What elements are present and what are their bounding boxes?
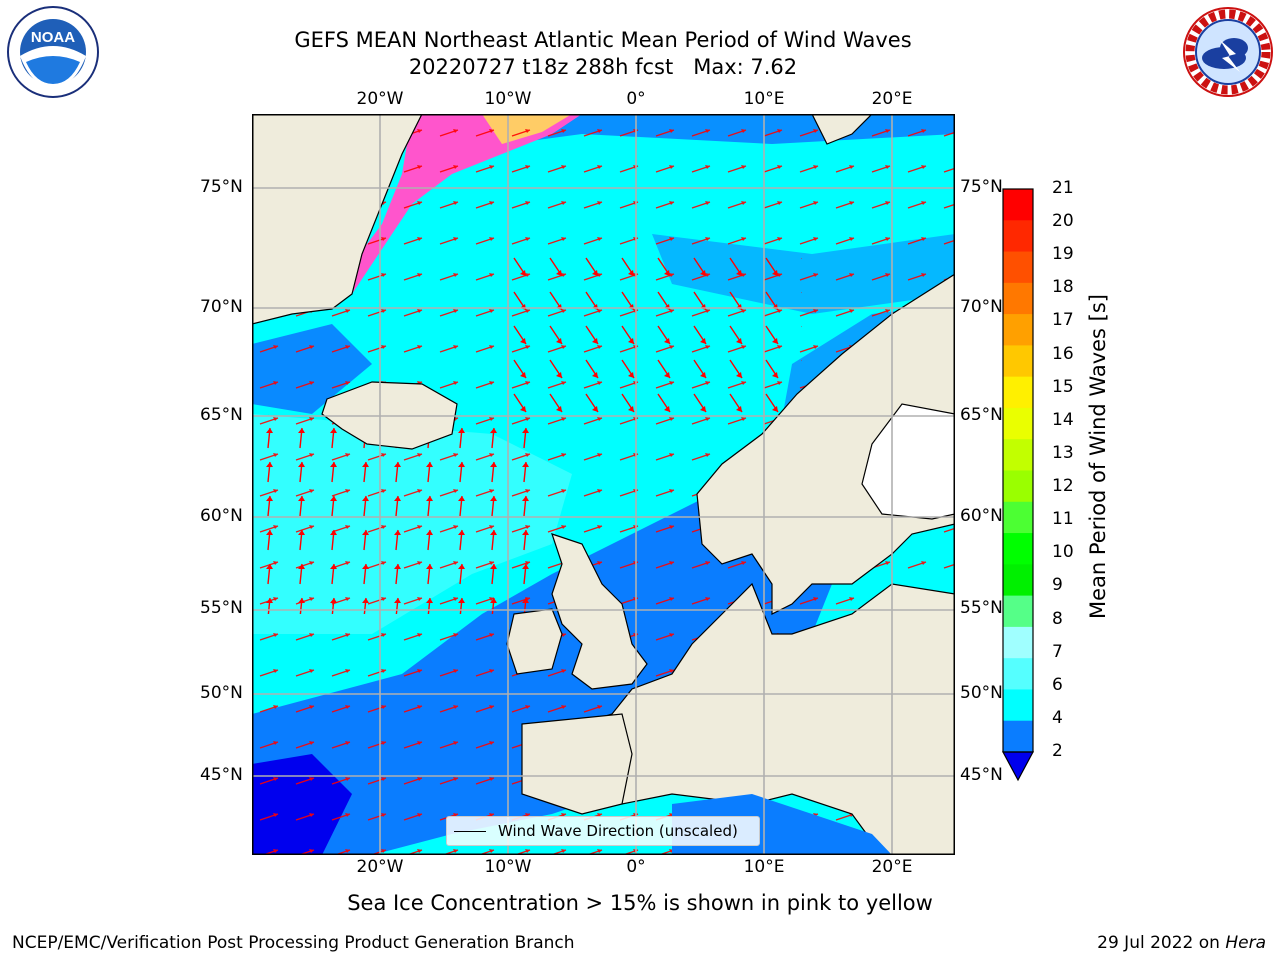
map-title-line1: GEFS MEAN Northeast Atlantic Mean Period…	[294, 28, 912, 52]
colorbar-segment	[1003, 595, 1033, 628]
footer-date: 29 Jul 2022 on Hera	[1097, 933, 1266, 953]
legend-line-swatch	[454, 830, 486, 832]
land-svalbard	[811, 114, 873, 145]
lon-tick-top: 10°W	[484, 89, 532, 109]
lat-tick-right: 70°N	[960, 297, 1003, 317]
colorbar-tick-label: 19	[1052, 244, 1074, 265]
land-continental-europe	[581, 582, 955, 855]
graticule	[252, 114, 955, 855]
map-legend: Wind Wave Direction (unscaled)	[446, 816, 760, 846]
lon-tick-bottom: 20°E	[871, 857, 913, 877]
footer-date-text: 29 Jul 2022 on	[1097, 933, 1226, 953]
lat-tick-right: 45°N	[960, 765, 1003, 785]
colorbar-tick-label: 7	[1052, 641, 1063, 662]
colorbar-tick-label: 11	[1052, 509, 1074, 530]
lat-tick-right: 60°N	[960, 506, 1003, 526]
colorbar-segment	[1003, 314, 1033, 346]
nws-logo-icon	[1183, 7, 1273, 97]
lon-tick-bottom: 0°	[626, 857, 646, 877]
colorbar-segment	[1003, 345, 1033, 378]
lat-tick-left: 55°N	[200, 598, 243, 618]
noaa-logo-icon: NOAA	[7, 6, 99, 98]
lat-tick-right: 65°N	[960, 405, 1003, 425]
colorbar-segment	[1003, 564, 1033, 597]
lat-tick-right: 50°N	[960, 683, 1003, 703]
colorbar-tick-label: 12	[1052, 476, 1074, 497]
colorbar-tick-label: 16	[1052, 343, 1074, 364]
lat-tick-right: 75°N	[960, 177, 1003, 197]
sea-ice-note: Sea Ice Concentration > 15% is shown in …	[347, 891, 933, 915]
colorbar-tick-label: 10	[1052, 542, 1074, 563]
colorbar-segment	[1003, 720, 1033, 753]
land-ireland	[506, 608, 563, 675]
colorbar-segment	[1003, 407, 1033, 440]
map-frame	[252, 114, 955, 855]
colorbar-frame	[1002, 188, 1034, 753]
lon-tick-top: 10°E	[743, 89, 785, 109]
colorbar-segment	[1003, 501, 1033, 534]
colorbar-tick-label: 4	[1052, 707, 1063, 728]
colorbar-segment	[1003, 658, 1033, 690]
lon-tick-bottom: 20°W	[356, 857, 404, 877]
colorbar-tick-label: 18	[1052, 277, 1074, 298]
lon-tick-bottom: 10°W	[484, 857, 532, 877]
lat-tick-right: 55°N	[960, 598, 1003, 618]
colorbar-tick-label: 8	[1052, 608, 1063, 629]
map-title-line2: 20220727 t18z 288h fcst Max: 7.62	[408, 55, 798, 79]
footer-credit: NCEP/EMC/Verification Post Processing Pr…	[12, 933, 575, 953]
colorbar-tick-label: 21	[1052, 178, 1074, 198]
colorbar-segment	[1003, 626, 1033, 659]
colorbar-segment	[1003, 376, 1033, 409]
svg-text:NOAA: NOAA	[31, 29, 75, 46]
wind-wave-direction-arrows	[502, 254, 802, 414]
lat-tick-left: 45°N	[200, 765, 243, 785]
lat-tick-left: 75°N	[200, 177, 243, 197]
colorbar-segment	[1003, 689, 1033, 722]
colorbar-segment	[1003, 220, 1033, 253]
lat-tick-left: 70°N	[200, 297, 243, 317]
colorbar-tick-label: 15	[1052, 376, 1074, 397]
lat-tick-left: 65°N	[200, 405, 243, 425]
footer-machine: Hera	[1225, 933, 1266, 953]
colorbar-segment	[1003, 533, 1033, 565]
colorbar-tick-label: 20	[1052, 211, 1074, 232]
colorbar-segment	[1003, 439, 1033, 471]
colorbar-tick-label: 17	[1052, 310, 1074, 331]
colorbar-extend-arrow	[1001, 751, 1035, 782]
colorbar-tick-label: 2	[1052, 741, 1063, 761]
lon-tick-top: 0°	[626, 89, 646, 109]
colorbar	[1001, 188, 1035, 782]
land-great-britain	[551, 533, 648, 690]
lon-tick-bottom: 10°E	[743, 857, 785, 877]
map-panel	[252, 114, 955, 855]
colorbar-tick-label: 6	[1052, 674, 1063, 695]
colorbar-tick-label: 14	[1052, 409, 1074, 430]
lat-tick-left: 60°N	[200, 506, 243, 526]
colorbar-segment	[1003, 282, 1033, 315]
lon-tick-top: 20°W	[356, 89, 404, 109]
legend-label: Wind Wave Direction (unscaled)	[498, 822, 738, 840]
lon-tick-top: 20°E	[871, 89, 913, 109]
colorbar-segment	[1003, 470, 1033, 503]
land-baltic-ice-free	[861, 403, 955, 520]
colorbar-segment	[1003, 189, 1033, 221]
colorbar-tick-label: 13	[1052, 442, 1074, 463]
colorbar-segment	[1003, 251, 1033, 284]
land-iberia	[521, 713, 633, 815]
colorbar-title: Mean Period of Wind Waves [s]	[1086, 294, 1110, 619]
colorbar-tick-label: 9	[1052, 575, 1063, 596]
lat-tick-left: 50°N	[200, 683, 243, 703]
